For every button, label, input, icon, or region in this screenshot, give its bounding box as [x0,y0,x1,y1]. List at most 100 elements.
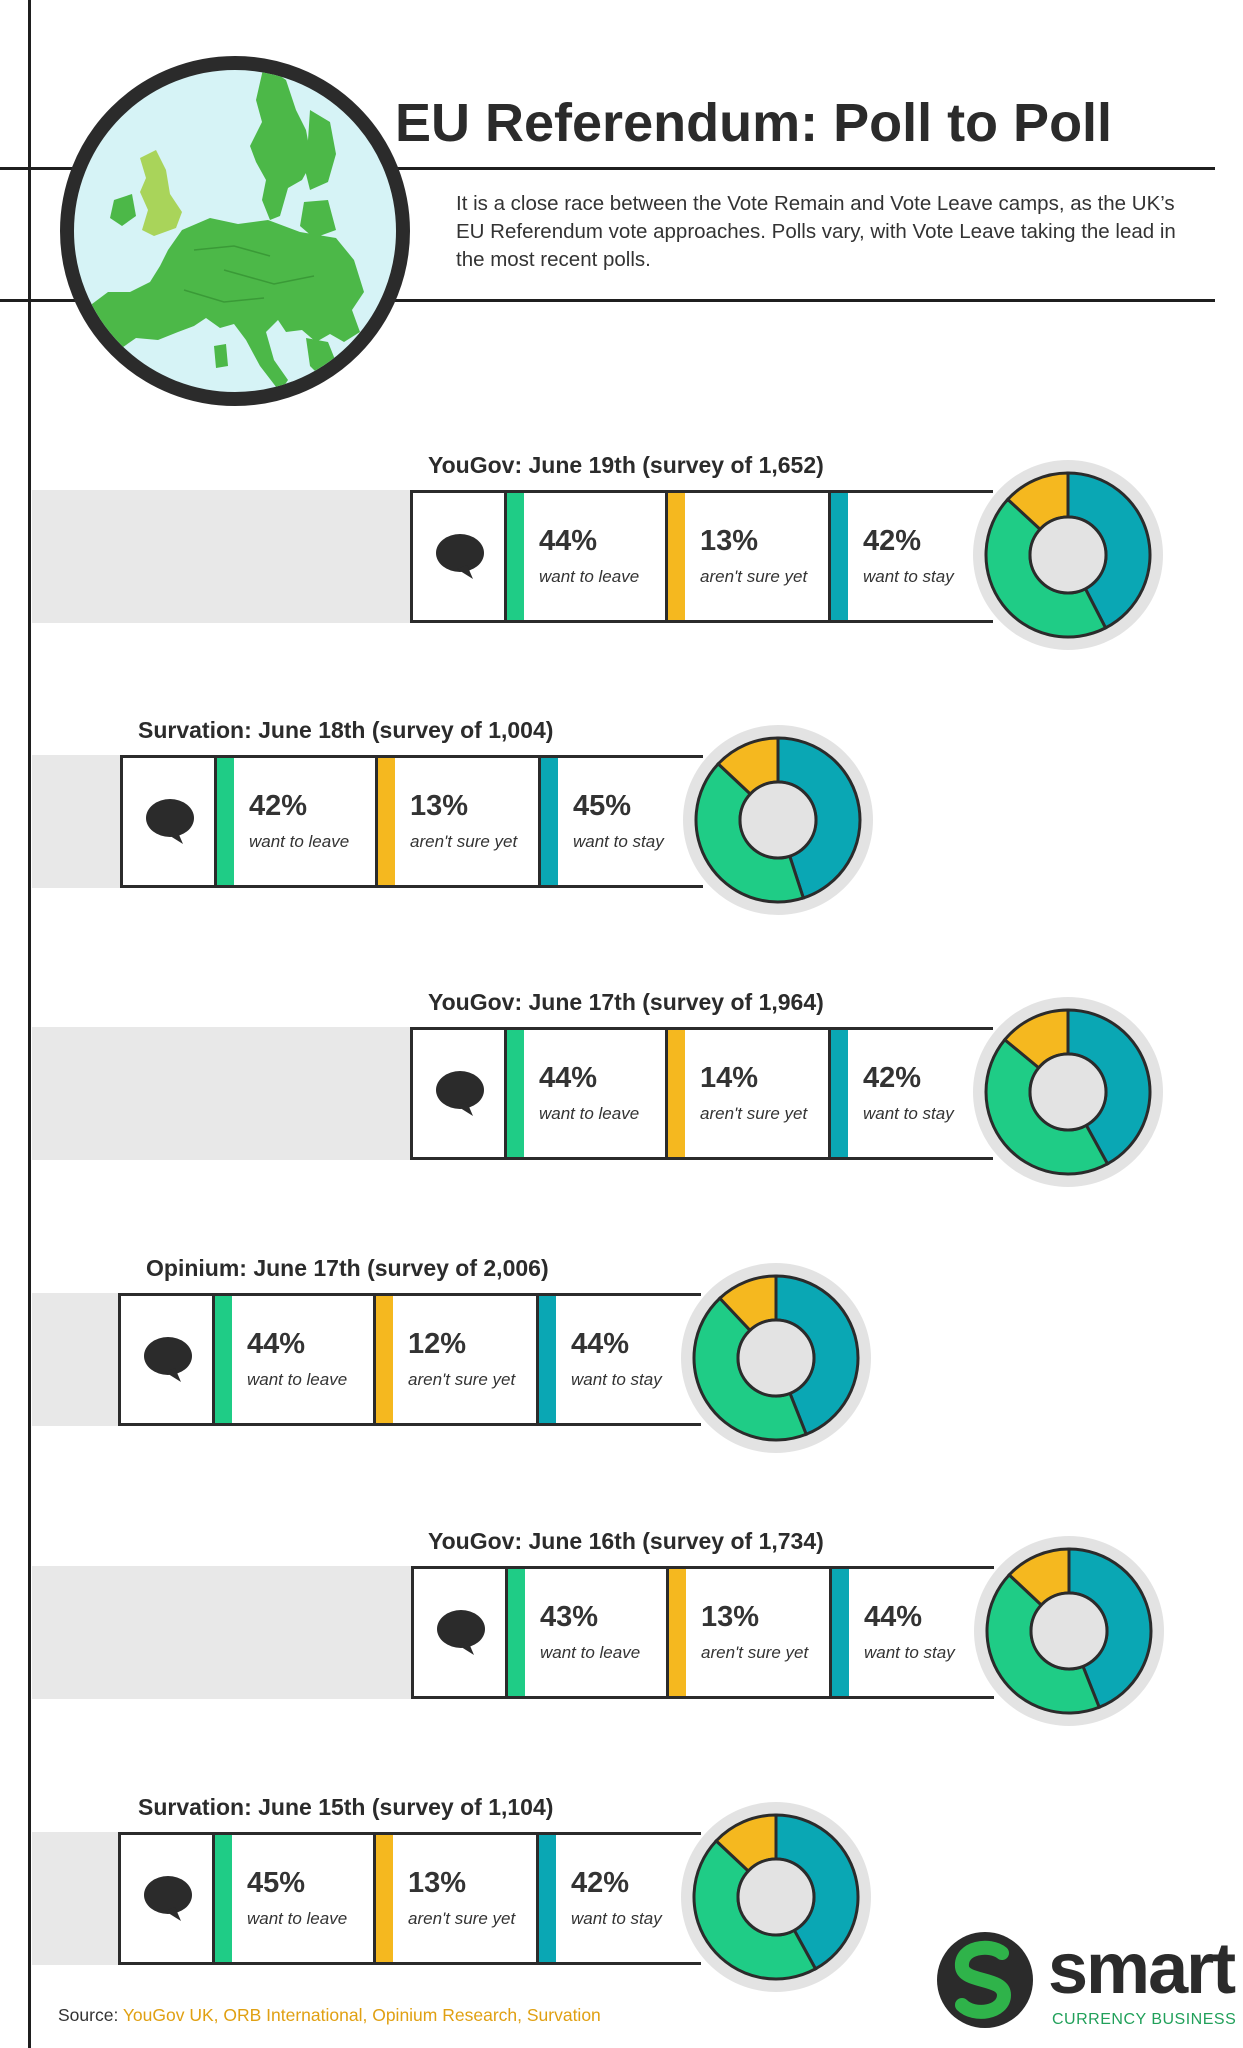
leave-label: want to leave [247,1909,348,1928]
poll-card: 45% want to leave 13% aren't sure yet 42% wan… [118,1832,701,1965]
leave-stripe [215,1296,232,1423]
unsure-stripe [668,493,685,620]
poll-band [32,1293,128,1426]
logo-subtitle: CURRENCY BUSINESS [1052,2011,1237,2028]
poll-heading: Survation: June 15th (survey of 1,104) [138,1794,554,1820]
logo-s-icon [937,1932,1033,2028]
speech-bubble-icon [436,534,484,579]
source-line: Source: YouGov UK, ORB International, Op… [58,2005,601,2026]
leave-stripe [508,1569,525,1696]
stay-percent: 42% [863,525,922,557]
cell-divider [665,493,668,620]
leave-percent: 44% [539,1062,598,1094]
stay-stripe [831,1030,848,1157]
stay-stripe [539,1296,556,1423]
cell-divider [375,758,378,885]
stay-percent: 44% [571,1328,630,1360]
leave-label: want to leave [249,832,350,851]
poll-card: 44% want to leave 14% aren't sure yet 42% wan… [410,1027,993,1160]
stay-label: want to stay [864,1643,955,1662]
poll-donut-chart [973,997,1163,1187]
unsure-stripe [669,1569,686,1696]
leave-percent: 42% [249,790,308,822]
unsure-label: aren't sure yet [410,832,518,851]
leave-percent: 44% [539,525,598,557]
speech-bubble-icon [436,1071,484,1116]
unsure-label: aren't sure yet [700,1104,808,1123]
stay-stripe [541,758,558,885]
poll-band [32,755,130,888]
poll-heading: YouGov: June 16th (survey of 1,734) [428,1528,824,1554]
unsure-label: aren't sure yet [408,1370,516,1389]
poll-card: 44% want to leave 13% aren't sure yet 42% wan… [410,490,993,623]
stay-percent: 45% [573,790,632,822]
stay-label: want to stay [571,1909,662,1928]
cell-divider [829,1569,832,1696]
stay-stripe [832,1569,849,1696]
poll-donut-chart [973,460,1163,650]
unsure-percent: 13% [700,525,759,557]
donut-hole [1028,1052,1108,1132]
poll-donut-chart [974,1536,1164,1726]
cell-divider [373,1296,376,1423]
stay-label: want to stay [863,1104,954,1123]
unsure-stripe [376,1296,393,1423]
unsure-percent: 14% [700,1062,759,1094]
cell-divider [538,758,541,885]
speech-cell [121,1835,215,1962]
poll-donut-chart [681,1263,871,1453]
speech-cell [414,1569,508,1696]
source-label: Source: [58,2005,119,2025]
speech-bubble-icon [146,799,194,844]
donut-hole [738,780,818,860]
poll-band [32,1566,421,1699]
speech-bubble-icon [437,1610,485,1655]
stay-label: want to stay [571,1370,662,1389]
header-bottom-rule [0,299,1215,302]
unsure-label: aren't sure yet [408,1909,516,1928]
stay-percent: 42% [571,1867,630,1899]
unsure-percent: 12% [408,1328,467,1360]
unsure-percent: 13% [410,790,469,822]
leave-percent: 44% [247,1328,306,1360]
poll-card: 43% want to leave 13% aren't sure yet 44% wan… [411,1566,994,1699]
cell-divider [828,493,831,620]
poll-band [32,490,420,623]
unsure-stripe [378,758,395,885]
cell-divider [536,1835,539,1962]
poll-card: 44% want to leave 12% aren't sure yet 44% wan… [118,1293,701,1426]
unsure-percent: 13% [701,1601,760,1633]
leave-stripe [215,1835,232,1962]
leave-label: want to leave [247,1370,348,1389]
poll-heading: Opinium: June 17th (survey of 2,006) [146,1255,549,1281]
leave-percent: 45% [247,1867,306,1899]
cell-divider [666,1569,669,1696]
stay-percent: 44% [864,1601,923,1633]
leave-stripe [217,758,234,885]
page-title: EU Referendum: Poll to Poll [395,93,1113,153]
poll-donut-chart [681,1802,871,1992]
leave-label: want to leave [539,1104,640,1123]
cell-divider [665,1030,668,1157]
unsure-label: aren't sure yet [701,1643,809,1662]
header-top-rule [0,167,1215,170]
leave-label: want to leave [540,1643,641,1662]
speech-cell [123,758,217,885]
poll-heading: Survation: June 18th (survey of 1,004) [138,717,554,743]
cell-divider [828,1030,831,1157]
cell-divider [536,1296,539,1423]
speech-cell [413,493,507,620]
stay-stripe [539,1835,556,1962]
poll-band [32,1832,128,1965]
timeline-line [28,0,31,2048]
europe-map-icon [60,56,410,406]
logo-wordmark: smart [1048,1929,1236,2009]
leave-label: want to leave [539,567,640,586]
speech-cell [413,1030,507,1157]
poll-card: 42% want to leave 13% aren't sure yet 45% wan… [120,755,703,888]
poll-donut-chart [683,725,873,915]
cell-divider [373,1835,376,1962]
poll-heading: YouGov: June 17th (survey of 1,964) [428,989,824,1015]
unsure-stripe [376,1835,393,1962]
donut-hole [736,1857,816,1937]
